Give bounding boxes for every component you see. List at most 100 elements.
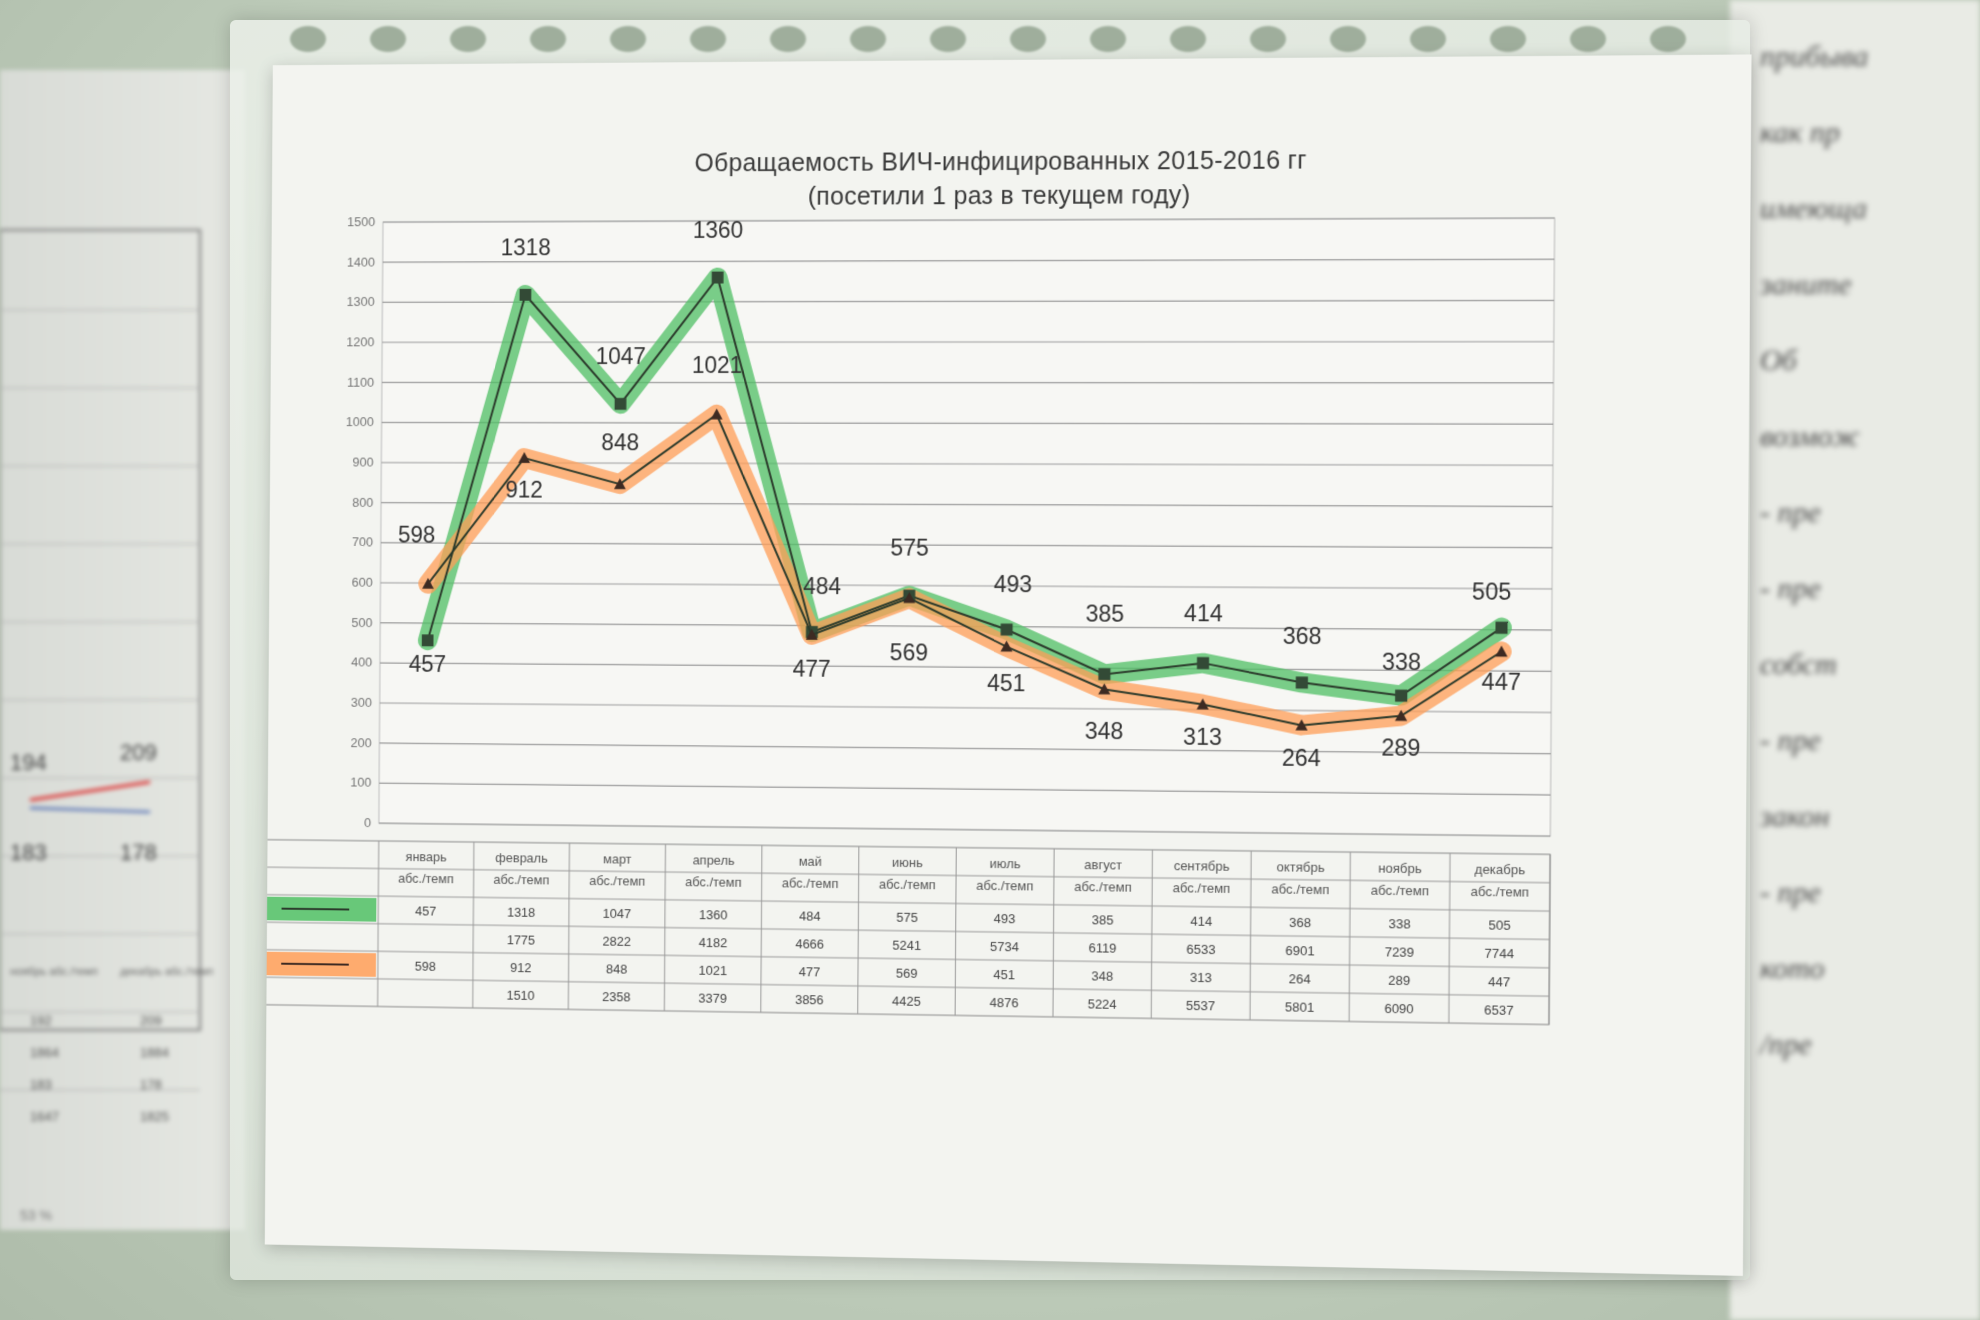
right-sheet-line: - пре [1760,876,1821,910]
sleeve-hole [1570,26,1606,52]
y-tick-label: 200 [351,735,372,750]
table-col-line [664,844,665,1011]
table-cell-value: 385 [1092,912,1114,927]
table-cell-cumulative: 6090 [1384,1001,1414,1017]
table-cell-cumulative: 2358 [602,989,630,1004]
table-cell-cumulative: 4182 [699,935,728,950]
left-table-cell: 183 [30,1077,52,1092]
table-col-line [1549,854,1550,1024]
table-cell-value: 451 [993,967,1015,982]
table-cell-cumulative: 3379 [698,990,727,1005]
data-label: 1047 [596,343,646,369]
table-cell-value: 912 [510,960,531,975]
table-cell-value: 569 [896,965,918,980]
table-col-line [761,845,762,1012]
data-label: 912 [505,477,543,503]
category-label: июнь [892,855,923,870]
table-cell-cumulative: 3856 [795,992,824,1008]
y-tick-label: 1100 [347,374,374,389]
left-table-header: ноябрь абс./темп [10,966,98,978]
right-sheet-line: /пре [1760,1028,1812,1062]
category-label: август [1084,857,1122,873]
sleeve-hole [1010,26,1046,52]
table-cell-value: 493 [994,911,1016,926]
data-point [1001,624,1013,636]
category-label: февраль [495,850,548,866]
left-blue-line [30,808,150,812]
data-label: 348 [1085,718,1124,745]
y-tick-label: 300 [351,695,372,710]
chart-paper: Обращаемость ВИЧ-инфицированных 2015-201… [265,54,1752,1275]
right-sheet-line: прибыва [1760,40,1868,74]
data-label: 505 [1472,578,1511,605]
table-row-line [265,895,1550,911]
data-point [1098,668,1110,680]
plot-area: 0 100 200 300 400 500 600 700 800 900 1000 1100 1200… [343,210,1555,843]
data-label: 368 [1283,623,1322,650]
table-cell-cumulative: 5537 [1186,998,1215,1014]
y-tick-label: 1200 [346,334,374,349]
table-cell-cumulative: 1775 [507,932,535,947]
data-label: 414 [1184,599,1223,626]
right-document-sheet: прибыва как пр имеюща заните Об возмож - пре - … [1730,0,1980,1320]
table-col-line [1250,851,1251,1020]
category-unit-label: абс./темп [879,876,936,892]
category-unit-label: абс./темп [1271,881,1329,897]
data-label: 848 [601,429,639,455]
table-cell-value: 575 [896,910,918,925]
data-label: 313 [1183,723,1222,750]
left-document-sheet: 194 209 183 178 ноябрь абс./темп декабрь абс.… [0,70,245,1230]
right-sheet-line: - пре [1760,724,1821,758]
sleeve-hole [690,26,726,52]
sleeve-hole [1330,26,1366,52]
table-cell-value: 1047 [603,906,631,921]
left-value-top: 194 [10,750,47,775]
category-label: декабрь [1475,861,1526,877]
data-point [615,398,627,410]
left-table-cell: 209 [140,1013,162,1028]
table-cell-value: 598 [415,959,436,974]
category-unit-label: абс./темп [1173,880,1231,896]
sleeve-hole [530,26,566,52]
category-unit-label: абс./темп [398,871,454,887]
table-cell-value: 447 [1488,974,1510,990]
table-cell-cumulative: 6119 [1088,940,1116,956]
table-col-line [1449,853,1450,1023]
data-label: 338 [1382,648,1421,675]
table-cell-value: 338 [1389,916,1411,932]
data-label: 289 [1381,735,1420,762]
y-tick-label: 100 [350,775,371,790]
sleeve-hole [1410,26,1446,52]
data-label: 1318 [501,234,551,260]
sleeve-hole [850,26,886,52]
data-label: 457 [409,651,446,677]
table-cell-cumulative: 5801 [1285,999,1314,1015]
table-col-line [378,841,379,1007]
data-label: 451 [987,669,1025,696]
sleeve-hole [290,26,326,52]
table-cell-value: 348 [1091,968,1113,983]
sleeve-hole [450,26,486,52]
table-cell-value: 1021 [699,963,728,978]
data-point [520,289,532,301]
table-cell-value: 289 [1388,973,1410,989]
table-cell-value: 848 [606,961,627,976]
right-sheet-line: имеюща [1760,192,1867,226]
category-unit-label: абс./темп [976,878,1033,894]
table-cell-value: 484 [799,908,821,923]
legend-line [282,909,350,910]
left-table-cell: 192 [30,1013,52,1028]
table-cell-cumulative: 2822 [603,934,631,949]
table-col-line [955,848,956,1016]
y-tick-label: 400 [351,655,372,670]
right-sheet-line: собст [1760,648,1837,682]
y-tick-label: 1000 [346,414,374,429]
right-sheet-line: - пре [1760,572,1821,606]
category-unit-label: абс./темп [493,872,549,888]
table-cell-cumulative: 6537 [1484,1002,1514,1018]
y-tick-label: 1500 [347,214,375,229]
data-point [1395,690,1407,702]
left-value-top: 209 [120,740,157,765]
table-col-line [473,842,474,1008]
left-sheet-table: 194 209 183 178 ноябрь абс./темп декабрь абс.… [0,70,245,1230]
